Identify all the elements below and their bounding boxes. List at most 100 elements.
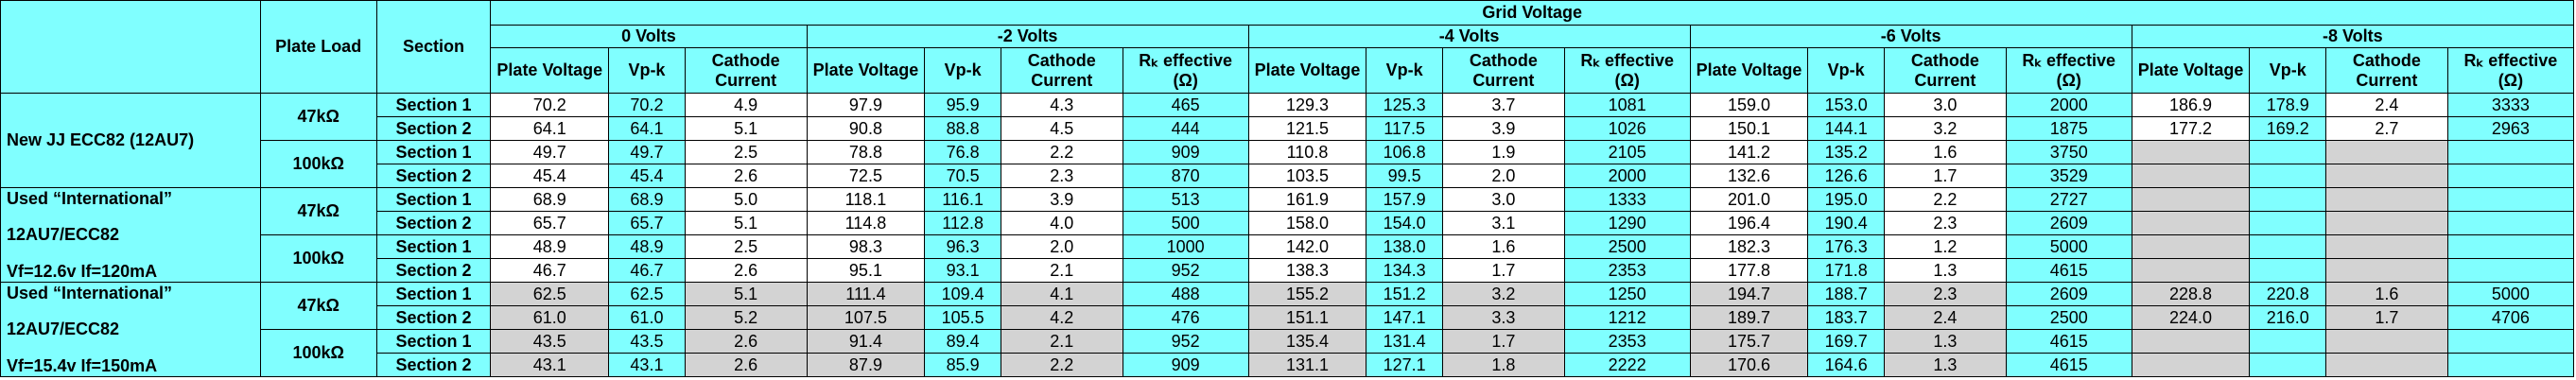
section-name: Section 2	[375, 211, 492, 235]
empty-cell	[2131, 234, 2251, 259]
tube-line: Vf=12.6v If=120mA	[7, 261, 158, 281]
value-cell: 154.0	[1366, 211, 1443, 235]
tube-line: 12AU7/ECC82	[7, 320, 120, 338]
value-cell: 1.3	[1883, 353, 2007, 377]
header-cell	[0, 0, 261, 94]
section-name: Section 1	[375, 329, 492, 354]
value-cell: 183.7	[1807, 305, 1885, 330]
value-cell: 1.3	[1883, 329, 2007, 354]
empty-cell	[2249, 258, 2326, 283]
value-cell: 2.0	[1000, 234, 1123, 259]
value-cell: 4.3	[1000, 93, 1123, 117]
value-cell: 157.9	[1366, 187, 1443, 212]
value-cell: 129.3	[1247, 93, 1367, 117]
value-cell: 164.6	[1807, 353, 1885, 377]
value-cell: 2.6	[684, 353, 808, 377]
value-cell: 138.0	[1366, 234, 1443, 259]
value-cell: 2000	[2005, 93, 2132, 117]
voltage-header: -8 Volts	[2131, 25, 2575, 48]
empty-cell	[2131, 211, 2251, 235]
tube-cell: New JJ ECC82 (12AU7)	[0, 93, 261, 188]
value-cell: 150.1	[1689, 116, 1809, 141]
column-header: Vp-k	[924, 47, 1001, 94]
column-header: Cathode Current	[1883, 47, 2007, 94]
value-cell: 909	[1122, 140, 1249, 164]
value-cell: 2.6	[684, 258, 808, 283]
value-cell: 4.1	[1000, 282, 1123, 306]
value-cell: 43.5	[490, 329, 610, 354]
plate-load: 47kΩ	[259, 93, 377, 141]
value-cell: 135.2	[1807, 140, 1885, 164]
value-cell: 105.5	[924, 305, 1001, 330]
value-cell: 131.1	[1247, 353, 1367, 377]
value-cell: 196.4	[1689, 211, 1809, 235]
value-cell: 2.2	[1000, 140, 1123, 164]
column-header: Rₖ effective (Ω)	[1122, 47, 1249, 94]
value-cell: 93.1	[924, 258, 1001, 283]
value-cell: 1.8	[1441, 353, 1565, 377]
value-cell: 110.8	[1247, 140, 1367, 164]
column-header: Plate Voltage	[490, 47, 610, 94]
data-row: Section 2 61.0 61.0 5.2 107.5 105.5 4.2 476 151.…	[1, 305, 2575, 330]
value-cell: 1290	[1563, 211, 1691, 235]
value-cell: 45.4	[490, 164, 610, 188]
section-name: Section 2	[375, 164, 492, 188]
empty-cell	[2249, 353, 2326, 377]
column-header: Plate Voltage	[1247, 47, 1367, 94]
value-cell: 5.2	[684, 305, 808, 330]
value-cell: 4615	[2005, 353, 2132, 377]
value-cell: 3.2	[1883, 116, 2007, 141]
value-cell: 182.3	[1689, 234, 1809, 259]
value-cell: 3333	[2446, 93, 2575, 117]
column-header: Cathode Current	[1441, 47, 1565, 94]
empty-cell	[2131, 329, 2251, 354]
value-cell: 870	[1122, 164, 1249, 188]
value-cell: 4706	[2446, 305, 2575, 330]
value-cell: 45.4	[608, 164, 686, 188]
value-cell: 169.2	[2249, 116, 2326, 141]
value-cell: 2.1	[1000, 329, 1123, 354]
empty-cell	[2131, 187, 2251, 212]
value-cell: 2.3	[1883, 282, 2007, 306]
value-cell: 88.8	[924, 116, 1001, 141]
value-cell: 64.1	[490, 116, 610, 141]
value-cell: 1.6	[1883, 140, 2007, 164]
section-name: Section 2	[375, 258, 492, 283]
value-cell: 2.3	[1000, 164, 1123, 188]
value-cell: 2.6	[684, 329, 808, 354]
value-cell: 70.2	[608, 93, 686, 117]
section-name: Section 1	[375, 93, 492, 117]
value-cell: 65.7	[608, 211, 686, 235]
data-row: Section 2 64.1 64.1 5.1 90.8 88.8 4.5 444 121.5 1…	[1, 116, 2575, 141]
empty-cell	[2446, 258, 2575, 283]
empty-cell	[2249, 140, 2326, 164]
empty-cell	[2446, 140, 2575, 164]
section-name: Section 1	[375, 140, 492, 164]
plate-load: 47kΩ	[259, 282, 377, 330]
value-cell: 2000	[1563, 164, 1691, 188]
value-cell: 3.0	[1883, 93, 2007, 117]
value-cell: 2.6	[684, 164, 808, 188]
value-cell: 153.0	[1807, 93, 1885, 117]
value-cell: 72.5	[806, 164, 926, 188]
value-cell: 4.9	[684, 93, 808, 117]
column-header: Rₖ effective (Ω)	[1563, 47, 1691, 94]
value-cell: 3529	[2005, 164, 2132, 188]
value-cell: 4615	[2005, 329, 2132, 354]
value-cell: 70.5	[924, 164, 1001, 188]
value-cell: 952	[1122, 329, 1249, 354]
value-cell: 61.0	[490, 305, 610, 330]
value-cell: 2609	[2005, 211, 2132, 235]
empty-cell	[2446, 234, 2575, 259]
value-cell: 1.9	[1441, 140, 1565, 164]
value-cell: 5000	[2446, 282, 2575, 306]
section-name: Section 2	[375, 353, 492, 377]
empty-cell	[2446, 329, 2575, 354]
value-cell: 61.0	[608, 305, 686, 330]
empty-cell	[2324, 329, 2448, 354]
value-cell: 194.7	[1689, 282, 1809, 306]
empty-cell	[2324, 164, 2448, 188]
empty-cell	[2131, 140, 2251, 164]
